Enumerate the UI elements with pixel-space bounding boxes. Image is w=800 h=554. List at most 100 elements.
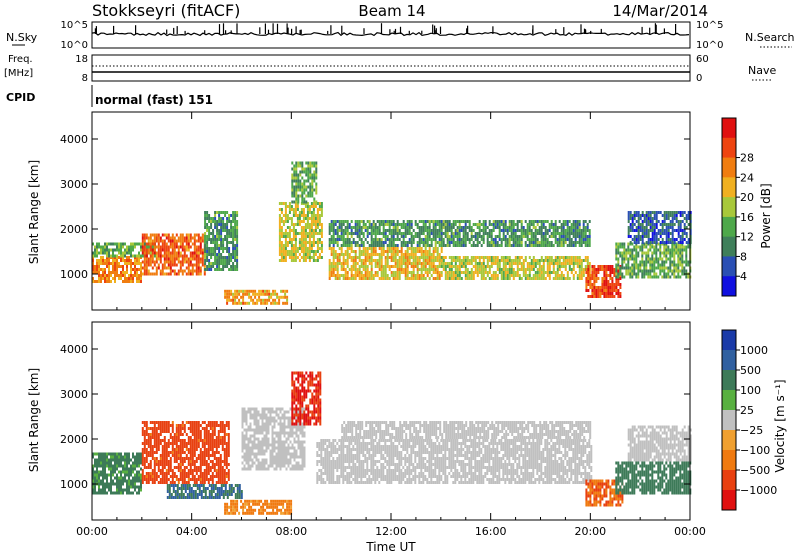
data-cell — [145, 478, 148, 481]
data-cell — [167, 460, 170, 463]
data-cell — [542, 277, 545, 280]
data-cell — [456, 244, 459, 247]
data-cell — [392, 256, 395, 259]
data-cell — [278, 259, 281, 262]
data-cell — [100, 280, 102, 283]
data-cell — [384, 229, 387, 232]
data-cell — [430, 256, 433, 259]
data-cell — [181, 233, 184, 237]
data-cell — [679, 248, 682, 252]
data-cell — [595, 286, 598, 289]
data-cell — [432, 229, 435, 232]
data-cell — [532, 274, 535, 277]
data-cell — [568, 259, 571, 262]
data-cell — [520, 268, 523, 271]
data-cell — [153, 427, 156, 430]
data-cell — [552, 265, 555, 268]
data-cell — [348, 244, 351, 247]
data-cell — [653, 235, 656, 238]
data-cell — [177, 427, 180, 430]
data-cell — [212, 250, 215, 253]
data-cell — [145, 466, 148, 469]
data-cell — [140, 473, 142, 477]
data-cell — [346, 256, 349, 259]
data-cell — [542, 259, 545, 262]
data-cell — [151, 242, 154, 246]
data-cell — [102, 245, 104, 249]
data-cell — [165, 260, 168, 264]
data-cell — [141, 421, 144, 424]
data-cell — [406, 253, 409, 256]
data-cell — [147, 272, 150, 276]
data-cell — [502, 229, 505, 232]
data-cell — [350, 250, 353, 253]
nsky-panel: N.Sky 10^5 10^0 10^5 10^0 N.Search — [6, 20, 795, 51]
data-cell — [436, 223, 439, 226]
data-cell — [116, 488, 118, 492]
data-cell — [295, 164, 298, 168]
data-cell — [106, 482, 108, 486]
data-cell — [655, 248, 658, 252]
data-cell — [140, 271, 142, 274]
data-cell — [422, 253, 425, 256]
data-cell — [500, 229, 503, 232]
data-cell — [104, 245, 106, 249]
data-cell — [681, 263, 684, 267]
data-cell — [230, 298, 233, 302]
data-cell — [663, 245, 666, 249]
data-cell — [629, 241, 632, 244]
data-cell — [344, 220, 347, 223]
data-cell — [580, 235, 583, 238]
data-cell — [404, 241, 407, 244]
data-cell — [141, 481, 144, 484]
data-cell — [615, 266, 618, 270]
data-cell — [404, 253, 407, 256]
data-cell — [122, 271, 124, 274]
data-cell — [558, 274, 561, 277]
data-cell — [292, 244, 295, 247]
data-cell — [183, 236, 186, 240]
data-cell — [108, 482, 110, 486]
data-cell — [438, 274, 441, 277]
data-cell — [412, 274, 415, 277]
data-cell — [102, 476, 104, 480]
data-cell — [157, 245, 160, 249]
data-cell — [440, 265, 443, 268]
data-cell — [514, 274, 517, 277]
data-cell — [548, 274, 551, 277]
data-cell — [588, 265, 591, 268]
data-band — [291, 161, 318, 204]
data-cell — [382, 268, 385, 271]
data-cell — [392, 226, 395, 229]
data-cell — [394, 253, 397, 256]
data-cell — [480, 274, 483, 277]
data-cell — [669, 266, 672, 270]
data-cell — [145, 481, 148, 484]
data-cell — [208, 247, 211, 250]
data-cell — [566, 277, 569, 280]
data-cell — [532, 232, 535, 235]
data-cell — [356, 226, 359, 229]
data-cell — [472, 271, 475, 274]
data-cell — [639, 235, 642, 238]
data-cell — [588, 268, 591, 271]
data-cell — [444, 232, 447, 235]
data-cell — [683, 269, 686, 273]
data-cell — [677, 248, 680, 252]
data-cell — [330, 241, 333, 244]
data-cell — [593, 268, 596, 271]
data-cell — [116, 271, 118, 274]
data-cell — [570, 259, 573, 262]
data-cell — [181, 260, 184, 264]
data-cell — [681, 251, 684, 255]
data-cell — [520, 262, 523, 265]
data-cell — [314, 250, 317, 253]
data-cell — [128, 476, 130, 480]
data-cell — [587, 265, 590, 268]
data-cell — [374, 241, 377, 244]
data-cell — [416, 274, 419, 277]
data-cell — [464, 223, 467, 226]
data-cell — [462, 238, 465, 241]
data-cell — [145, 266, 148, 270]
data-cell — [645, 235, 648, 238]
